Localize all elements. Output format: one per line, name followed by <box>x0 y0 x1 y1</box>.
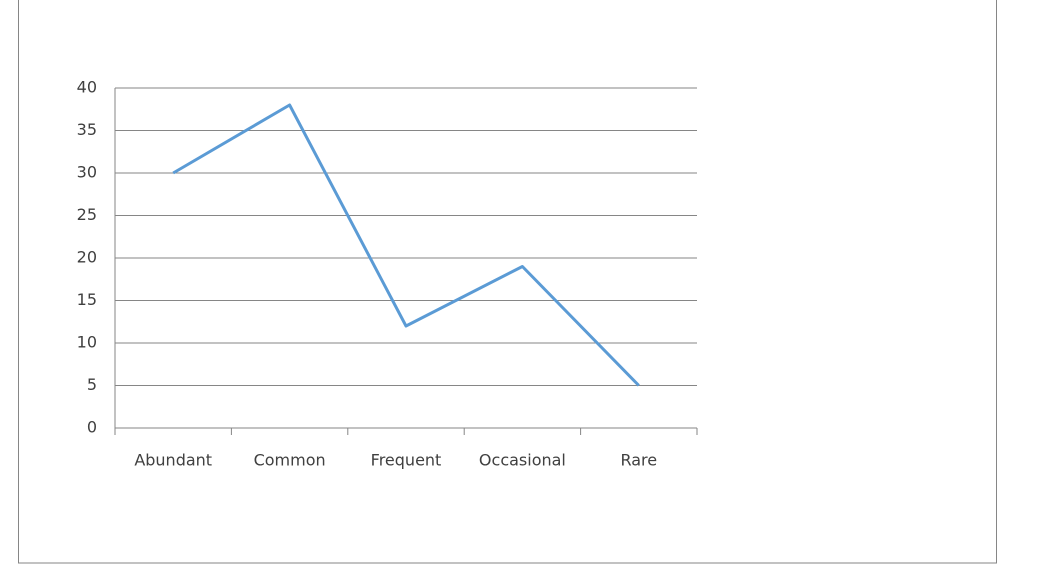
data-line <box>172 103 640 387</box>
x-tick-label: Abundant <box>134 451 212 470</box>
y-tick-label: 25 <box>77 205 97 224</box>
chart-frame <box>18 0 997 564</box>
y-tick-label: 20 <box>77 248 97 267</box>
y-tick-label: 10 <box>77 333 97 352</box>
y-tick-label: 0 <box>87 418 97 437</box>
x-tick-label: Frequent <box>371 451 442 470</box>
y-tick-label: 30 <box>77 163 97 182</box>
y-tick-label: 35 <box>77 120 97 139</box>
y-tick-label: 5 <box>87 375 97 394</box>
y-tick-label: 15 <box>77 290 97 309</box>
y-tick-label: 40 <box>77 78 97 97</box>
x-tick-label: Occasional <box>479 451 566 470</box>
x-tick-label: Common <box>254 451 326 470</box>
x-tick-label: Rare <box>620 451 657 470</box>
